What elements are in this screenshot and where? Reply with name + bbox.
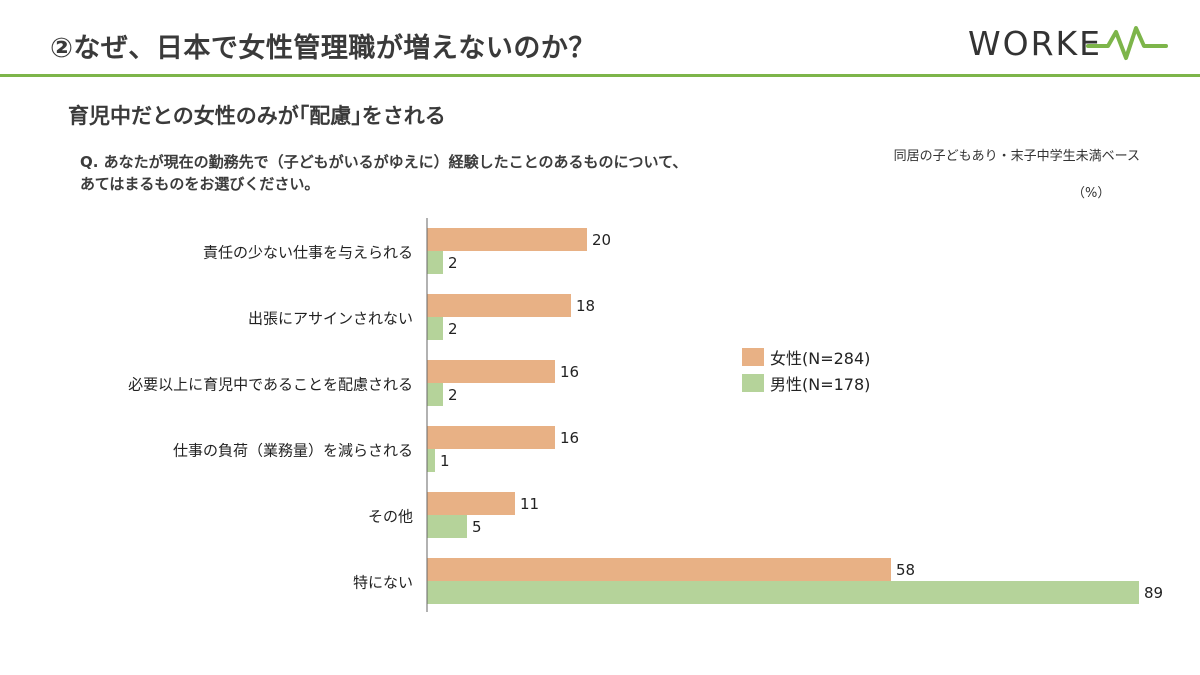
survey-question-line-2: あてはまるものをお選びください。 <box>80 175 320 193</box>
page-title: ②なぜ、日本で女性管理職が増えないのか？ <box>50 33 596 64</box>
category-label: 出張にアサインされない <box>248 310 413 328</box>
bar-female <box>427 294 571 317</box>
logo-mark-icon <box>1086 26 1168 60</box>
category-label: その他 <box>368 508 413 526</box>
data-label-male: 5 <box>472 518 482 536</box>
category-label: 責任の少ない仕事を与えられる <box>203 244 413 262</box>
data-label-female: 16 <box>560 429 579 447</box>
bar-male <box>427 515 467 538</box>
bar-male <box>427 317 443 340</box>
category-label: 特にない <box>353 574 413 592</box>
data-label-male: 2 <box>448 320 458 338</box>
legend-item-female: 女性(N=284) <box>742 344 870 370</box>
bar-female <box>427 558 891 581</box>
data-label-male: 89 <box>1144 584 1163 602</box>
unit-note: （%） <box>1072 186 1111 201</box>
logo-wordmark: WORKE <box>968 24 1103 63</box>
bar-male <box>427 449 435 472</box>
data-label-female: 58 <box>896 561 915 579</box>
slide-subtitle: 育児中だとの女性のみが｢配慮｣をされる <box>68 104 446 128</box>
workex-logo: WORKE <box>968 20 1168 68</box>
data-label-female: 11 <box>520 495 539 513</box>
category-label: 仕事の負荷（業務量）を減らされる <box>173 442 413 460</box>
data-label-female: 18 <box>576 297 595 315</box>
chart-legend: 女性(N=284) 男性(N=178) <box>742 344 870 396</box>
bar-female <box>427 426 555 449</box>
legend-item-male: 男性(N=178) <box>742 370 870 396</box>
data-label-female: 16 <box>560 363 579 381</box>
legend-swatch-male <box>742 374 764 392</box>
legend-label-female: 女性(N=284) <box>770 349 871 368</box>
survey-question-line-1: Q. あなたが現在の勤務先で（子どもがいるがゆえに）経験したことのあるものについ… <box>80 153 688 171</box>
bar-female <box>427 360 555 383</box>
legend-label-male: 男性(N=178) <box>770 375 871 394</box>
category-label: 必要以上に育児中であることを配慮される <box>128 376 413 394</box>
bar-male <box>427 383 443 406</box>
bar-female <box>427 492 515 515</box>
base-note: 同居の子どもあり・末子中学生未満ベース <box>893 149 1140 164</box>
data-label-male: 1 <box>440 452 450 470</box>
data-label-female: 20 <box>592 231 611 249</box>
header-rule <box>0 74 1200 77</box>
data-label-male: 2 <box>448 386 458 404</box>
survey-question: Q. あなたが現在の勤務先で（子どもがいるがゆえに）経験したことのあるものについ… <box>80 151 840 195</box>
data-label-male: 2 <box>448 254 458 272</box>
bar-male <box>427 251 443 274</box>
legend-swatch-female <box>742 348 764 366</box>
bar-male <box>427 581 1139 604</box>
bar-female <box>427 228 587 251</box>
